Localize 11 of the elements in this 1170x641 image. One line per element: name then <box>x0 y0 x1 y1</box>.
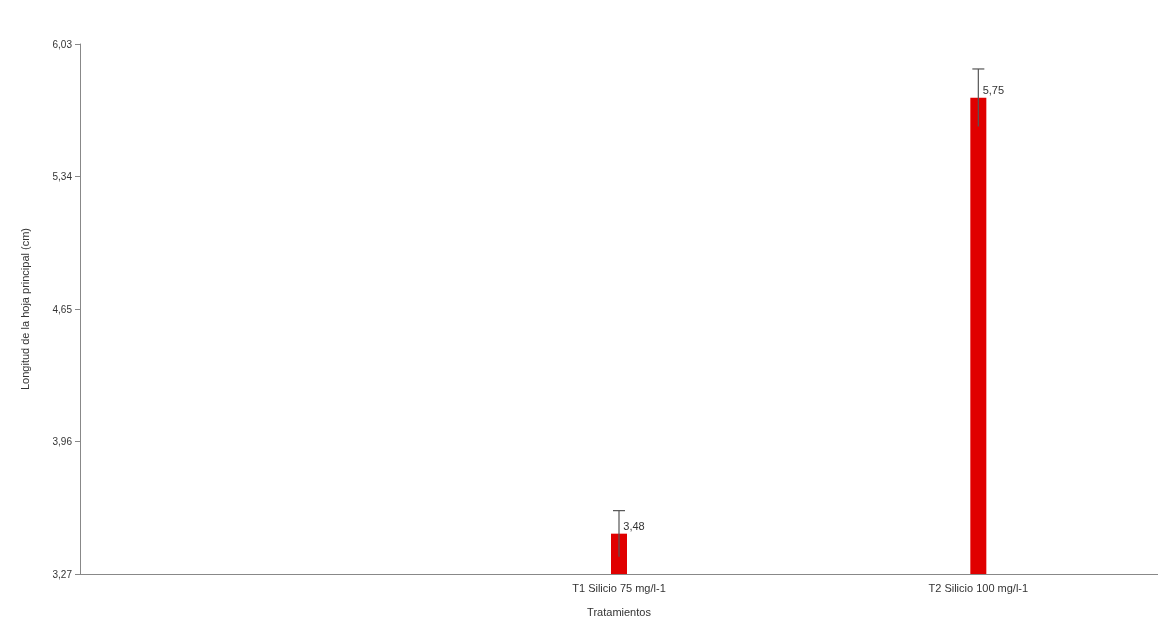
x-tick-label: T2 Silicio 100 mg/l-1 <box>928 581 1029 594</box>
y-tick-label: 3,96 <box>52 436 73 447</box>
data-label: 3,48 <box>623 520 645 533</box>
y-tick-label: 5,34 <box>52 171 73 182</box>
y-axis-title: Longitud de la hoja principal (cm) <box>18 227 31 391</box>
x-axis-title: Tratamientos <box>587 605 652 618</box>
x-tick-label: T1 Silicio 75 mg/l-1 <box>572 581 666 594</box>
data-label: 5,75 <box>982 84 1005 97</box>
y-tick-label: 4,65 <box>52 303 73 315</box>
y-tick-label: 6,03 <box>52 38 73 50</box>
y-tick-label: 3,27 <box>52 568 73 580</box>
